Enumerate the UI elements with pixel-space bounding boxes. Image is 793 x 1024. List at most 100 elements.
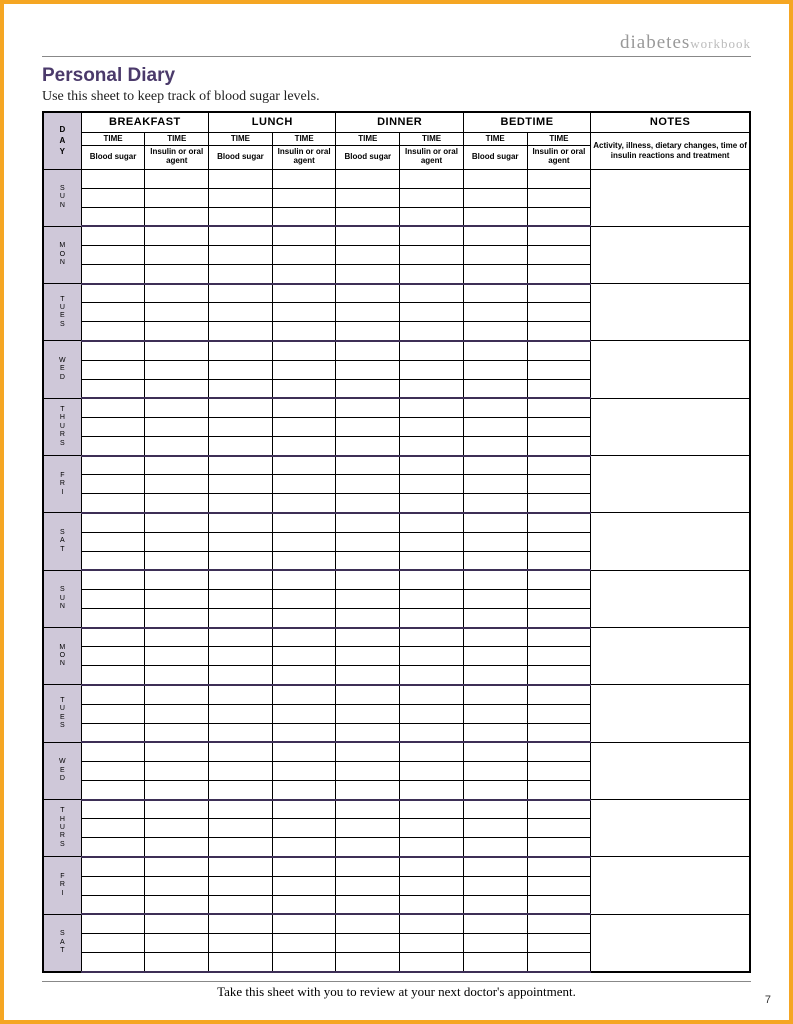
entry-cell[interactable] bbox=[336, 761, 400, 780]
notes-cell[interactable] bbox=[591, 742, 750, 799]
entry-cell[interactable] bbox=[527, 513, 591, 532]
entry-cell[interactable] bbox=[336, 437, 400, 456]
entry-cell[interactable] bbox=[81, 628, 145, 647]
entry-cell[interactable] bbox=[209, 628, 273, 647]
entry-cell[interactable] bbox=[400, 456, 464, 475]
entry-cell[interactable] bbox=[272, 628, 336, 647]
entry-cell[interactable] bbox=[81, 838, 145, 857]
entry-cell[interactable] bbox=[400, 685, 464, 704]
entry-cell[interactable] bbox=[209, 360, 273, 379]
entry-cell[interactable] bbox=[81, 800, 145, 819]
entry-cell[interactable] bbox=[336, 666, 400, 685]
entry-cell[interactable] bbox=[145, 341, 209, 360]
entry-cell[interactable] bbox=[400, 475, 464, 494]
entry-cell[interactable] bbox=[400, 857, 464, 876]
entry-cell[interactable] bbox=[527, 895, 591, 914]
entry-cell[interactable] bbox=[463, 169, 527, 188]
entry-cell[interactable] bbox=[336, 570, 400, 589]
entry-cell[interactable] bbox=[209, 303, 273, 322]
entry-cell[interactable] bbox=[209, 379, 273, 398]
entry-cell[interactable] bbox=[527, 838, 591, 857]
entry-cell[interactable] bbox=[527, 207, 591, 226]
entry-cell[interactable] bbox=[463, 532, 527, 551]
entry-cell[interactable] bbox=[272, 360, 336, 379]
entry-cell[interactable] bbox=[463, 952, 527, 972]
entry-cell[interactable] bbox=[209, 800, 273, 819]
entry-cell[interactable] bbox=[209, 952, 273, 972]
entry-cell[interactable] bbox=[145, 819, 209, 838]
entry-cell[interactable] bbox=[209, 857, 273, 876]
entry-cell[interactable] bbox=[272, 341, 336, 360]
entry-cell[interactable] bbox=[400, 188, 464, 207]
entry-cell[interactable] bbox=[463, 226, 527, 245]
entry-cell[interactable] bbox=[463, 876, 527, 895]
entry-cell[interactable] bbox=[272, 838, 336, 857]
entry-cell[interactable] bbox=[272, 188, 336, 207]
entry-cell[interactable] bbox=[81, 933, 145, 952]
entry-cell[interactable] bbox=[527, 685, 591, 704]
entry-cell[interactable] bbox=[336, 475, 400, 494]
entry-cell[interactable] bbox=[463, 609, 527, 628]
entry-cell[interactable] bbox=[463, 341, 527, 360]
entry-cell[interactable] bbox=[272, 265, 336, 284]
entry-cell[interactable] bbox=[209, 570, 273, 589]
entry-cell[interactable] bbox=[145, 532, 209, 551]
entry-cell[interactable] bbox=[336, 494, 400, 513]
entry-cell[interactable] bbox=[527, 322, 591, 341]
entry-cell[interactable] bbox=[272, 379, 336, 398]
entry-cell[interactable] bbox=[400, 379, 464, 398]
entry-cell[interactable] bbox=[209, 532, 273, 551]
entry-cell[interactable] bbox=[272, 475, 336, 494]
entry-cell[interactable] bbox=[463, 207, 527, 226]
entry-cell[interactable] bbox=[272, 494, 336, 513]
entry-cell[interactable] bbox=[336, 838, 400, 857]
entry-cell[interactable] bbox=[145, 551, 209, 570]
entry-cell[interactable] bbox=[463, 704, 527, 723]
entry-cell[interactable] bbox=[463, 417, 527, 436]
entry-cell[interactable] bbox=[463, 322, 527, 341]
entry-cell[interactable] bbox=[336, 245, 400, 264]
entry-cell[interactable] bbox=[81, 895, 145, 914]
entry-cell[interactable] bbox=[336, 704, 400, 723]
entry-cell[interactable] bbox=[463, 303, 527, 322]
entry-cell[interactable] bbox=[272, 933, 336, 952]
entry-cell[interactable] bbox=[272, 895, 336, 914]
entry-cell[interactable] bbox=[463, 513, 527, 532]
entry-cell[interactable] bbox=[272, 169, 336, 188]
entry-cell[interactable] bbox=[81, 437, 145, 456]
entry-cell[interactable] bbox=[336, 723, 400, 742]
entry-cell[interactable] bbox=[272, 226, 336, 245]
entry-cell[interactable] bbox=[336, 360, 400, 379]
entry-cell[interactable] bbox=[272, 914, 336, 933]
entry-cell[interactable] bbox=[145, 914, 209, 933]
entry-cell[interactable] bbox=[527, 245, 591, 264]
entry-cell[interactable] bbox=[145, 207, 209, 226]
entry-cell[interactable] bbox=[336, 685, 400, 704]
entry-cell[interactable] bbox=[272, 857, 336, 876]
entry-cell[interactable] bbox=[209, 513, 273, 532]
entry-cell[interactable] bbox=[463, 551, 527, 570]
entry-cell[interactable] bbox=[145, 800, 209, 819]
entry-cell[interactable] bbox=[81, 245, 145, 264]
entry-cell[interactable] bbox=[400, 265, 464, 284]
entry-cell[interactable] bbox=[463, 360, 527, 379]
entry-cell[interactable] bbox=[400, 895, 464, 914]
entry-cell[interactable] bbox=[209, 647, 273, 666]
entry-cell[interactable] bbox=[527, 647, 591, 666]
notes-cell[interactable] bbox=[591, 398, 750, 455]
entry-cell[interactable] bbox=[209, 819, 273, 838]
entry-cell[interactable] bbox=[81, 570, 145, 589]
entry-cell[interactable] bbox=[400, 360, 464, 379]
entry-cell[interactable] bbox=[209, 456, 273, 475]
entry-cell[interactable] bbox=[145, 628, 209, 647]
entry-cell[interactable] bbox=[81, 303, 145, 322]
entry-cell[interactable] bbox=[145, 360, 209, 379]
entry-cell[interactable] bbox=[463, 398, 527, 417]
entry-cell[interactable] bbox=[81, 322, 145, 341]
entry-cell[interactable] bbox=[336, 532, 400, 551]
entry-cell[interactable] bbox=[272, 570, 336, 589]
entry-cell[interactable] bbox=[463, 914, 527, 933]
entry-cell[interactable] bbox=[81, 284, 145, 303]
entry-cell[interactable] bbox=[400, 666, 464, 685]
notes-cell[interactable] bbox=[591, 570, 750, 627]
